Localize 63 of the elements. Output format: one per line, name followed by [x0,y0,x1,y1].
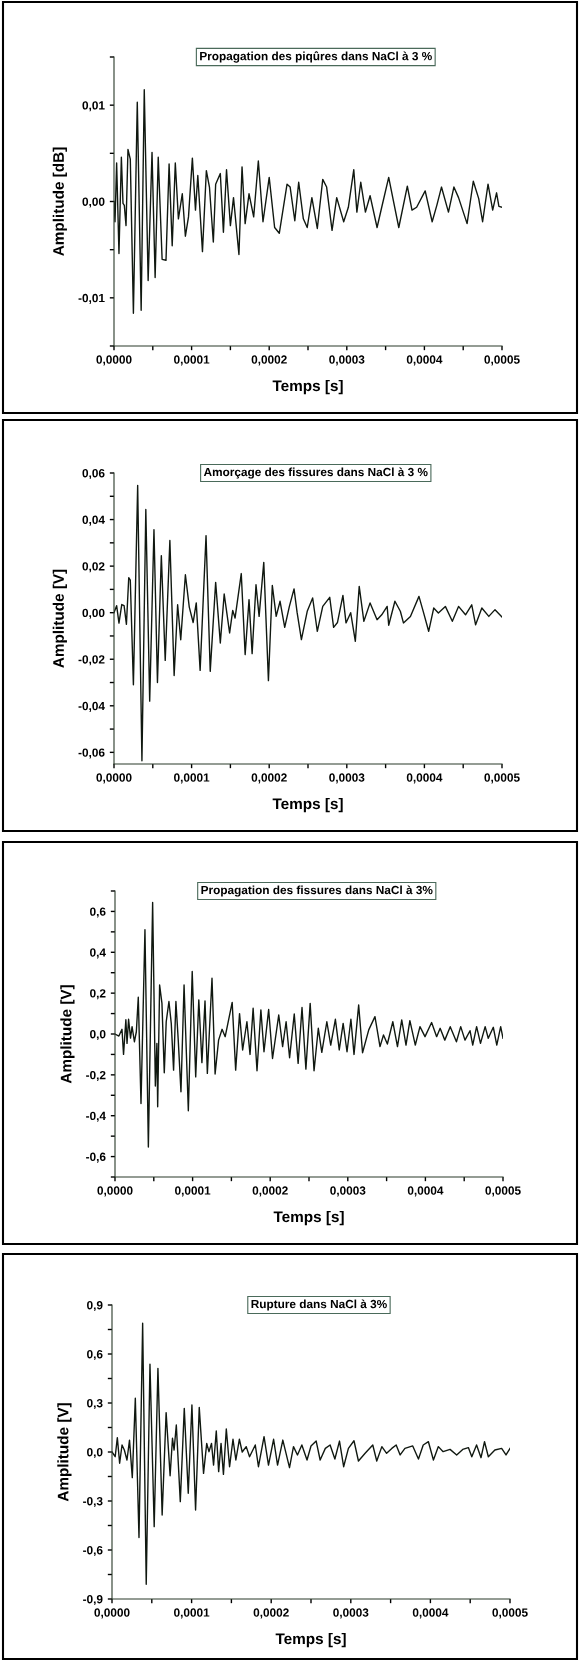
y-tick-label: -0,06 [78,748,105,759]
y-tick-label: -0,6 [86,1152,106,1163]
line-series [115,901,503,1148]
y-tick-label: 0,04 [82,515,105,526]
chart-title: Propagation des piqûres dans NaCl à 3 % [200,51,432,63]
x-axis-title: Temps [s] [275,1632,346,1648]
y-tick-label: 0,0 [87,1448,103,1459]
x-tick-label: 0,0002 [251,773,287,784]
x-tick-label: 0,0003 [330,1186,366,1197]
x-axis-title: Temps [s] [272,379,343,395]
x-tick-label: 0,0005 [484,355,520,366]
x-tick-label: 0,0000 [96,773,132,784]
y-tick-label: 0,0 [90,1030,106,1041]
y-tick-label: 0,06 [82,469,105,480]
y-axis-title: Amplitude [V] [52,569,67,668]
y-tick-label: -0,3 [83,1497,103,1508]
x-tick-label: 0,0002 [251,355,287,366]
y-tick-label: -0,6 [83,1546,103,1557]
x-tick-label: 0,0004 [406,773,443,784]
x-axis-title: Temps [s] [272,797,343,813]
x-tick-label: 0,0001 [175,1186,211,1197]
x-tick-label: 0,0002 [253,1608,289,1619]
chart-title: Rupture dans NaCl à 3% [251,1299,387,1311]
y-tick-label: -0,2 [86,1070,106,1081]
x-tick-label: 0,0005 [484,773,520,784]
y-tick-label: -0,01 [78,293,105,304]
x-tick-label: 0,0003 [329,773,365,784]
y-tick-label: -0,9 [83,1595,103,1606]
y-tick-label: 0,9 [87,1301,103,1312]
y-tick-label: -0,4 [86,1111,106,1122]
y-axis-title: Amplitude [dB] [52,147,67,256]
x-tick-label: 0,0001 [174,773,210,784]
y-tick-label: 0,6 [87,1350,103,1361]
x-tick-label: 0,0005 [485,1186,521,1197]
x-tick-label: 0,0003 [333,1608,369,1619]
x-tick-label: 0,0000 [96,355,132,366]
x-tick-label: 0,0003 [329,355,365,366]
x-tick-label: 0,0005 [492,1608,528,1619]
x-tick-label: 0,0000 [97,1186,133,1197]
y-tick-label: 0,02 [82,562,105,573]
line-series [114,89,502,314]
chart-title: Propagation des fissures dans NaCl à 3% [201,885,433,897]
line-series [112,1322,510,1585]
y-tick-label: -0,04 [78,701,105,712]
y-tick-label: 0,2 [90,989,106,1000]
y-tick-label: 0,00 [82,608,105,619]
y-tick-label: 0,4 [90,948,106,959]
y-tick-label: 0,6 [90,907,106,918]
y-axis-title: Amplitude [V] [60,985,75,1084]
x-tick-label: 0,0000 [94,1608,130,1619]
x-tick-label: 0,0001 [174,1608,210,1619]
chart-title: Amorçage des fissures dans NaCl à 3 % [203,467,428,479]
x-tick-label: 0,0004 [412,1608,449,1619]
y-tick-label: 0,00 [82,197,105,208]
y-axis-title: Amplitude [V] [57,1403,72,1502]
x-tick-label: 0,0004 [406,355,443,366]
y-tick-label: 0,3 [87,1399,103,1410]
x-axis-title: Temps [s] [273,1210,344,1226]
x-tick-label: 0,0001 [174,355,210,366]
x-tick-label: 0,0004 [407,1186,444,1197]
y-tick-label: 0,01 [82,101,105,112]
y-tick-label: -0,02 [78,655,105,666]
x-tick-label: 0,0002 [252,1186,288,1197]
